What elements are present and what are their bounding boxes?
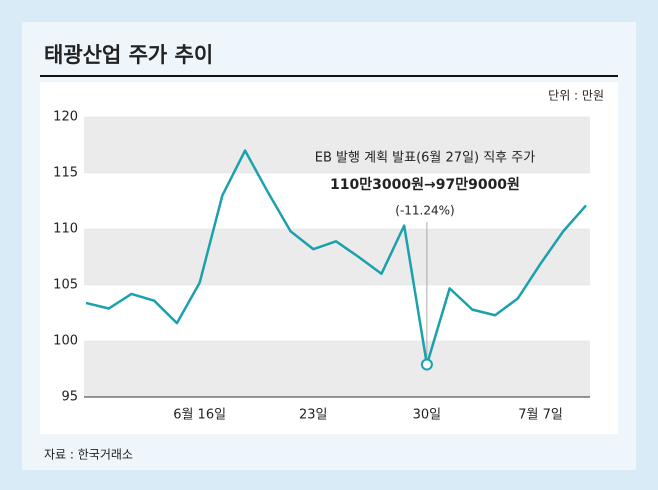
y-tick-label: 120: [53, 110, 78, 125]
source: 자료 : 한국거래소: [44, 448, 133, 462]
low-marker: [420, 358, 433, 371]
x-tick-label: 23일: [299, 408, 328, 423]
x-tick-label: 6월 16일: [173, 408, 226, 423]
y-tick-label: 105: [53, 278, 78, 293]
annotation: EB 발행 계획 발표(6월 27일) 직후 주가: [315, 150, 535, 166]
annotation: 110만3000원→97만9000원: [330, 177, 520, 193]
chart-title: 태광산업 주가 추이: [44, 43, 213, 67]
x-tick-label: 7월 7일: [518, 408, 563, 423]
grid-band: [84, 341, 590, 397]
unit-label: 단위 : 만원: [548, 89, 604, 103]
grid-band: [84, 229, 590, 285]
y-tick-label: 95: [61, 390, 78, 405]
x-tick-label: 30일: [413, 408, 442, 423]
y-tick-label: 100: [53, 334, 78, 349]
line-series: [85, 149, 587, 366]
annotation: (-11.24%): [395, 204, 454, 218]
y-tick-label: 115: [53, 166, 78, 181]
grid-band: [84, 117, 590, 173]
y-tick-label: 110: [53, 222, 78, 237]
